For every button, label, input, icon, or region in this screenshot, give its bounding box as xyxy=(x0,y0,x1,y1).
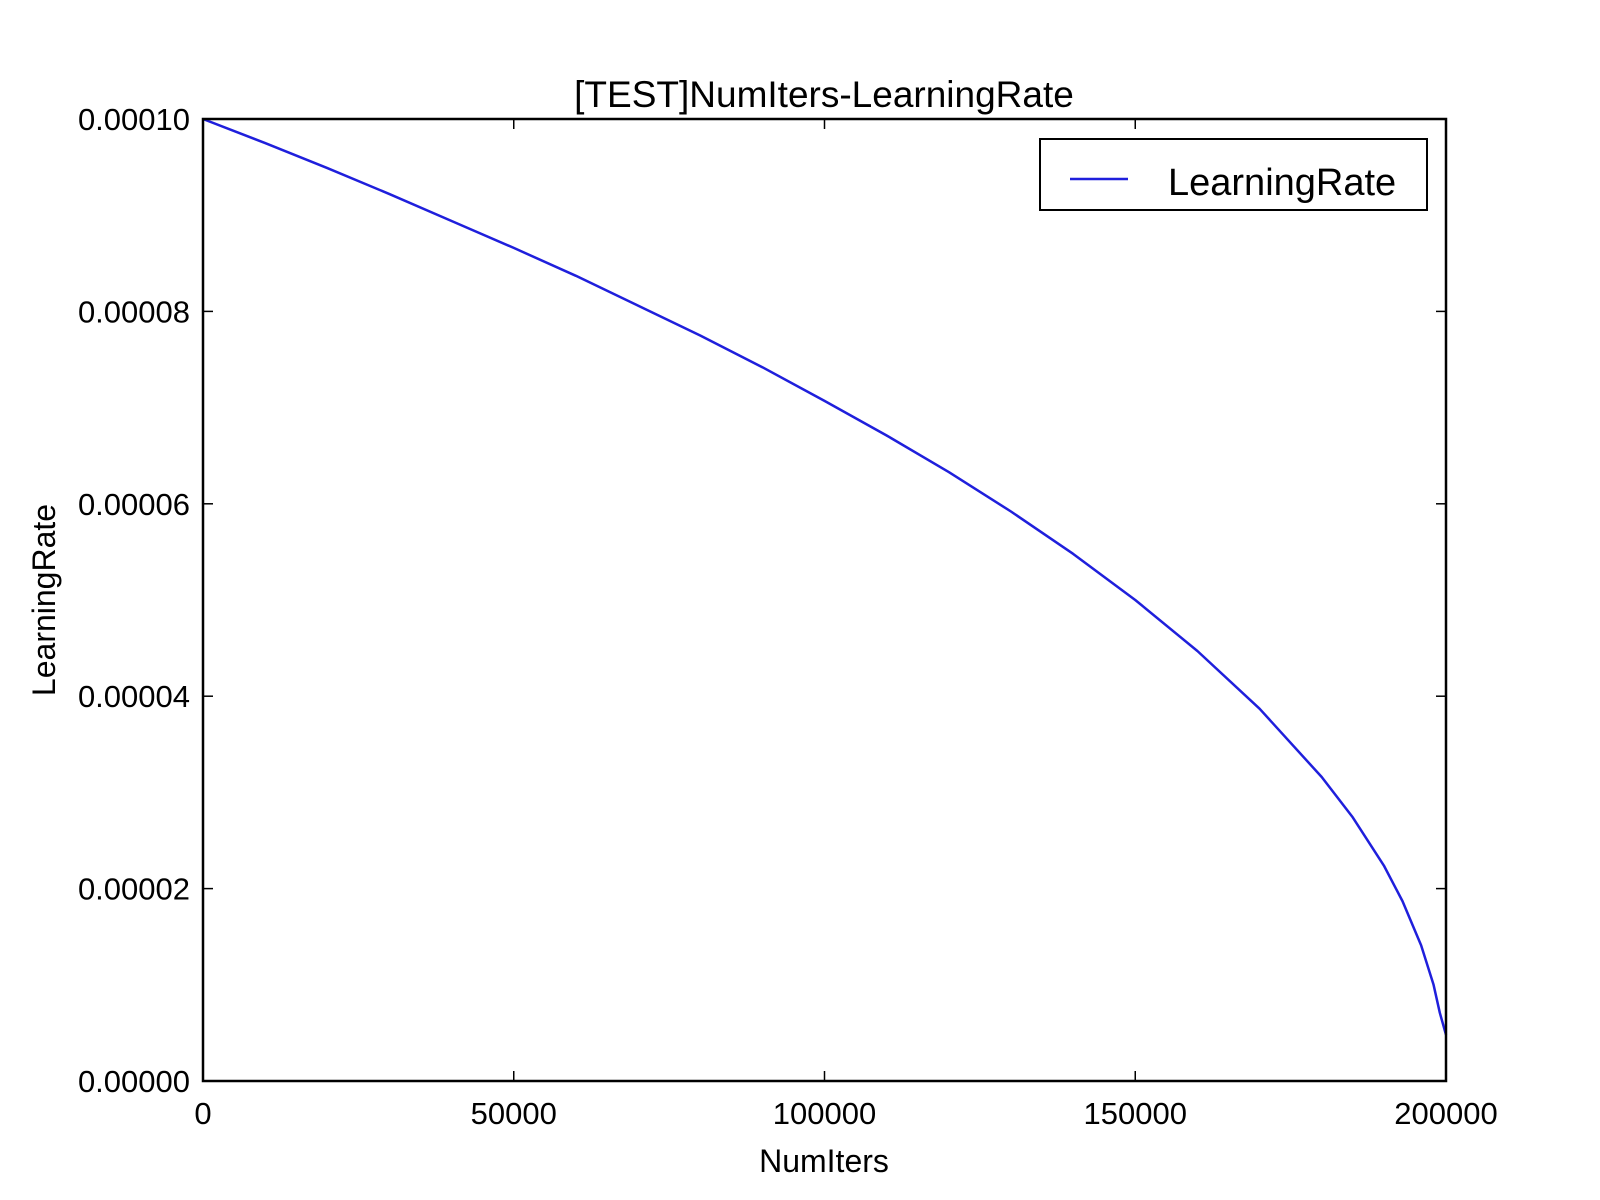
y-axis-label: LearningRate xyxy=(26,504,62,696)
x-axis-label: NumIters xyxy=(759,1143,889,1179)
y-tick-label: 0.00002 xyxy=(78,872,190,907)
y-tick-label: 0.00006 xyxy=(78,487,190,522)
x-tick-label: 200000 xyxy=(1394,1096,1497,1131)
x-tick-label: 0 xyxy=(194,1096,211,1131)
legend: LearningRate xyxy=(1039,138,1428,211)
series-layer xyxy=(202,117,1448,1036)
legend-box xyxy=(1039,138,1428,211)
series-line-learningrate xyxy=(202,117,1448,1036)
y-tick-label: 0.00000 xyxy=(78,1064,190,1099)
chart-title: [TEST]NumIters-LearningRate xyxy=(574,74,1074,115)
y-tick-label: 0.00008 xyxy=(78,294,190,329)
legend-label-learningrate: LearningRate xyxy=(1168,162,1396,204)
x-axis-ticks: 0 50000 100000 150000 200000 xyxy=(194,119,1498,1131)
plot-frame xyxy=(201,117,1448,1083)
x-tick-label: 100000 xyxy=(773,1096,876,1131)
y-axis-ticks: 0.00000 0.00002 0.00004 0.00006 0.00008 0.000… xyxy=(78,102,1446,1099)
x-tick-label: 150000 xyxy=(1084,1096,1187,1131)
y-tick-label: 0.00010 xyxy=(78,102,190,137)
x-tick-label: 50000 xyxy=(471,1096,557,1131)
y-tick-label: 0.00004 xyxy=(78,679,190,714)
